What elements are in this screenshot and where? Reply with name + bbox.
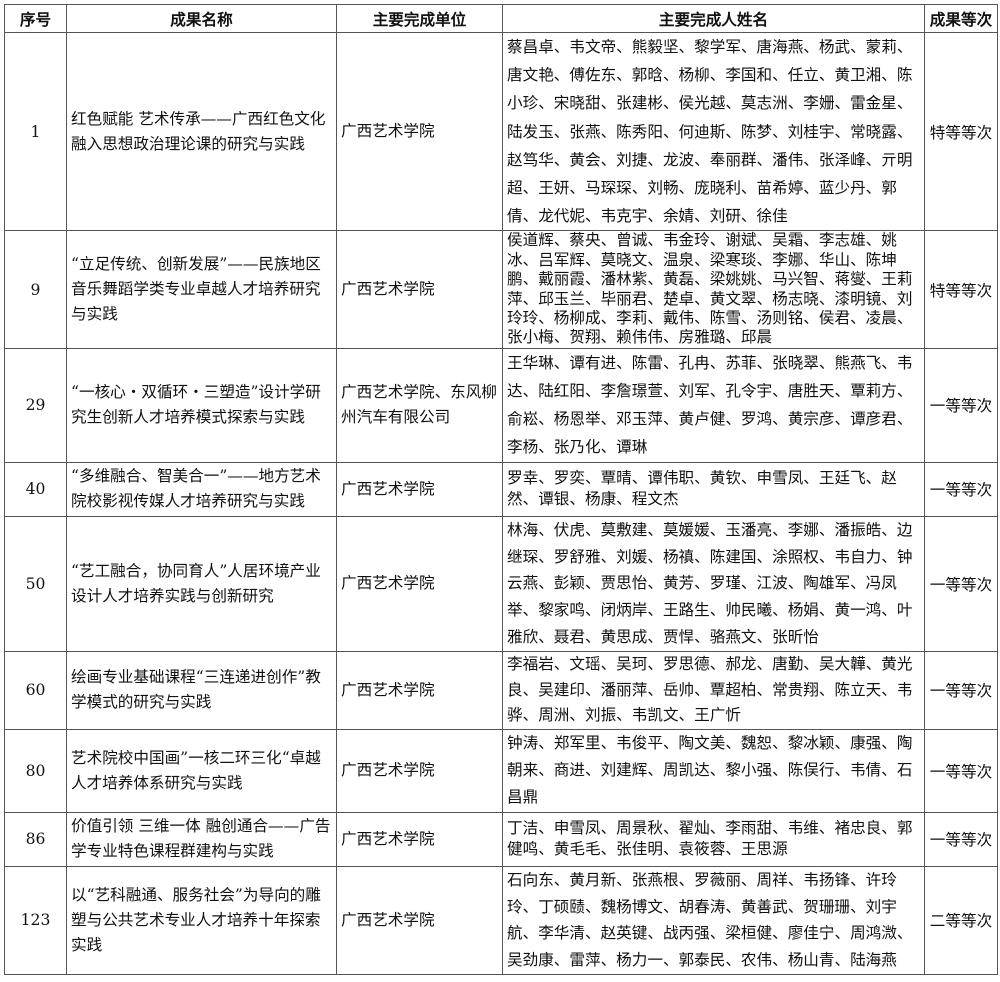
row-number: 9 <box>4 230 67 349</box>
completing-people: 丁洁、申雪凤、周景秋、翟灿、李雨甜、韦维、褚忠良、郭健鸣、黄毛毛、张佳明、袁筱蓉… <box>502 811 925 867</box>
table-row: 86 价值引领 三维一体 融创通合——广告学专业特色课程群建构与实践 广西艺术学院丁… <box>4 811 998 867</box>
achievement-title: 艺术院校中国画”一核二环三化“卓越人才培养体系研究与实践 <box>66 728 337 813</box>
completing-unit: 广西艺术学院、东风柳州汽车有限公司 <box>336 347 503 463</box>
table-row: 80 艺术院校中国画”一核二环三化“卓越人才培养体系研究与实践 广西艺术学院 钟涛、郑… <box>4 728 998 813</box>
achievement-grade: 一等等次 <box>924 461 998 517</box>
completing-unit: 广西艺术学院 <box>336 728 503 813</box>
row-number: 123 <box>4 865 67 975</box>
achievement-title: “立足传统、创新发展”——民族地区音乐舞蹈学类专业卓越人才培养研究与实践 <box>66 230 337 349</box>
achievement-grade: 一等等次 <box>924 811 998 867</box>
table-row: 123 以“艺科融通、服务社会”为导向的雕塑与公共艺术专业人才培养十年探索实践 广西… <box>4 865 998 975</box>
row-number: 86 <box>4 811 67 867</box>
row-number: 80 <box>4 728 67 813</box>
table-row: 1 红色赋能 艺术传承——广西红色文化融入思想政治理论课的研究与实践 广西艺术学院蔡… <box>4 31 998 232</box>
header-people: 主要完成人姓名 <box>502 4 925 33</box>
achievement-grade: 一等等次 <box>924 515 998 652</box>
achievement-grade: 一等等次 <box>924 347 998 463</box>
completing-people: 罗幸、罗奕、覃晴、谭伟职、黄钦、申雪凤、王廷飞、赵然、谭银、杨康、程文杰 <box>502 461 925 517</box>
table-row: 29 “一核心・双循环・三塑造”设计学研究生创新人才培养模式探索与实践 广西艺术学院… <box>4 347 998 463</box>
completing-unit: 广西艺术学院 <box>336 811 503 867</box>
achievement-grade: 二等等次 <box>924 865 998 975</box>
achievement-title: “多维融合、智美合一”——地方艺术院校影视传媒人才培养研究与实践 <box>66 461 337 517</box>
header-no: 序号 <box>4 4 67 33</box>
completing-unit: 广西艺术学院 <box>336 650 503 730</box>
achievement-title: 红色赋能 艺术传承——广西红色文化融入思想政治理论课的研究与实践 <box>66 31 337 232</box>
completing-unit: 广西艺术学院 <box>336 515 503 652</box>
row-number: 1 <box>4 31 67 232</box>
completing-people: 王华琳、谭有进、陈雷、孔冉、苏菲、张晓翠、熊燕飞、韦达、陆红阳、李詹璟萱、刘军、… <box>502 347 925 463</box>
row-number: 40 <box>4 461 67 517</box>
achievement-table: 序号 成果名称 主要完成单位 主要完成人姓名 成果等次 1 红色赋能 艺术传承——… <box>4 4 998 975</box>
completing-unit: 广西艺术学院 <box>336 230 503 349</box>
completing-people: 侯道辉、蔡央、曾诚、韦金玲、谢斌、吴霜、李志雄、姚冰、吕军辉、莫晓文、温泉、梁寒… <box>502 230 925 349</box>
achievement-title: “艺工融合，协同育人”人居环境产业设计人才培养实践与创新研究 <box>66 515 337 652</box>
table-row: 60 绘画专业基础课程“三连递进创作”教学模式的研究与实践 广西艺术学院 李福岩、文瑶… <box>4 650 998 730</box>
header-grade: 成果等次 <box>924 4 998 33</box>
completing-people: 林海、伏虎、莫敷建、莫媛媛、玉潘亮、李娜、潘振皓、边继琛、罗舒雅、刘媛、杨禛、陈… <box>502 515 925 652</box>
completing-people: 李福岩、文瑶、吴珂、罗思德、郝龙、唐勤、吴大韡、黄光良、吴建印、潘丽萍、岳帅、覃… <box>502 650 925 730</box>
achievement-title: “一核心・双循环・三塑造”设计学研究生创新人才培养模式探索与实践 <box>66 347 337 463</box>
row-number: 29 <box>4 347 67 463</box>
completing-people: 石向东、黄月新、张燕根、罗薇丽、周祥、韦扬锋、许玲玲、丁硕赜、魏杨博文、胡春涛、… <box>502 865 925 975</box>
row-number: 60 <box>4 650 67 730</box>
achievement-grade: 特等等次 <box>924 31 998 232</box>
completing-people: 钟涛、郑军里、韦俊平、陶文美、魏恕、黎冰颖、康强、陶朝来、商进、刘建辉、周凯达、… <box>502 728 925 813</box>
header-unit: 主要完成单位 <box>336 4 503 33</box>
completing-people: 蔡昌卓、韦文帝、熊毅坚、黎学军、唐海燕、杨武、蒙莉、唐文艳、傅佐东、郭晗、杨柳、… <box>502 31 925 232</box>
header-title: 成果名称 <box>66 4 337 33</box>
completing-unit: 广西艺术学院 <box>336 865 503 975</box>
completing-unit: 广西艺术学院 <box>336 461 503 517</box>
achievement-title: 价值引领 三维一体 融创通合——广告学专业特色课程群建构与实践 <box>66 811 337 867</box>
achievement-grade: 特等等次 <box>924 230 998 349</box>
achievement-title: 绘画专业基础课程“三连递进创作”教学模式的研究与实践 <box>66 650 337 730</box>
achievement-title: 以“艺科融通、服务社会”为导向的雕塑与公共艺术专业人才培养十年探索实践 <box>66 865 337 975</box>
table-row: 40 “多维融合、智美合一”——地方艺术院校影视传媒人才培养研究与实践 广西艺术学院… <box>4 461 998 517</box>
row-number: 50 <box>4 515 67 652</box>
header-row: 序号 成果名称 主要完成单位 主要完成人姓名 成果等次 <box>4 4 998 33</box>
table-row: 9 “立足传统、创新发展”——民族地区音乐舞蹈学类专业卓越人才培养研究与实践 广西艺… <box>4 230 998 349</box>
achievement-grade: 一等等次 <box>924 650 998 730</box>
completing-unit: 广西艺术学院 <box>336 31 503 232</box>
table-row: 50 “艺工融合，协同育人”人居环境产业设计人才培养实践与创新研究 广西艺术学院 林海… <box>4 515 998 652</box>
achievement-grade: 一等等次 <box>924 728 998 813</box>
